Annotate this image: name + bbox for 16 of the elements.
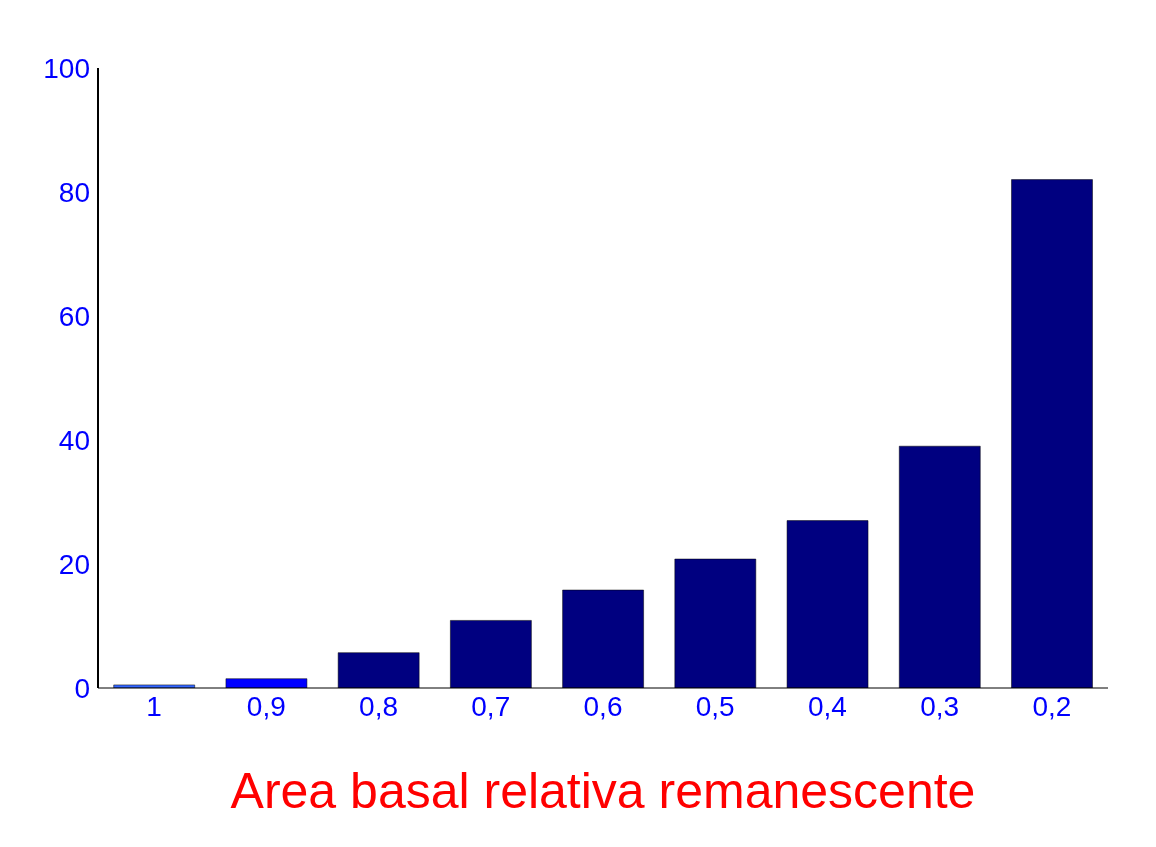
x-tick-label: 0,8	[359, 690, 399, 722]
x-tick-label: 0,2	[1032, 690, 1072, 722]
y-tick-label: 20	[58, 548, 90, 580]
y-tick-label: 60	[58, 300, 90, 332]
x-tick-label: 0,6	[583, 690, 623, 722]
x-tick-label: 0,3	[920, 690, 960, 722]
x-tick-label: 0,4	[807, 690, 847, 722]
x-tick-label: 1	[146, 690, 162, 722]
x-tick-label: 0,7	[471, 690, 511, 722]
x-axis-title: Area basal relativa remanescente	[230, 763, 976, 819]
y-tick-label: 80	[58, 176, 90, 208]
x-tick-label: 0,5	[695, 690, 735, 722]
y-tick-label: 0	[74, 672, 90, 704]
x-tick-label: 0,9	[246, 690, 286, 722]
y-tick-label: 40	[58, 424, 90, 456]
y-tick-label: 100	[43, 52, 90, 84]
